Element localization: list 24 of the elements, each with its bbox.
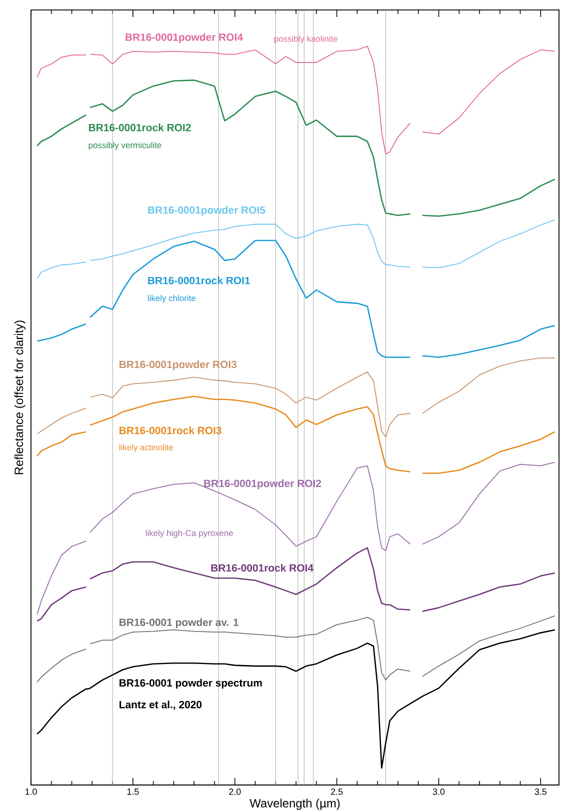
x-axis-title: Wavelength (µm) xyxy=(250,798,340,810)
series-label: BR16-0001 powder spectrum xyxy=(120,678,262,689)
series-label: BR16-0001rock ROI4 xyxy=(211,564,314,572)
series-label: BR16-0001rock ROI2 xyxy=(88,124,191,132)
annotation: possibly vermiculite xyxy=(88,142,162,150)
annotation: likely chlorite xyxy=(148,294,196,303)
series-label: BR16-0001 powder av. 1 xyxy=(120,618,239,628)
x-tick-label: 2.0 xyxy=(229,788,241,795)
y-axis-title: Reflectance (offset for clarity) xyxy=(14,320,26,474)
annotation: likely actinolite xyxy=(119,444,174,452)
text: possibly kaolinite xyxy=(274,36,338,44)
series-label: BR16-0001rock ROI1 xyxy=(148,276,250,284)
x-tick-label: 3.5 xyxy=(534,788,547,795)
x-tick-label: 2.5 xyxy=(331,788,343,795)
x-tick-label: 1.5 xyxy=(127,788,139,795)
series-label: BR16-0001powder ROI4 xyxy=(126,33,243,43)
series-label: BR16-0001rock ROI3 xyxy=(120,426,222,434)
series-label: BR16-0001powder ROI2 xyxy=(204,479,322,490)
annotation: Lantz et al., 2020 xyxy=(120,700,202,710)
x-tick-label: 3.0 xyxy=(432,788,445,795)
annotation: likely high-Ca pyroxene xyxy=(146,530,233,538)
series-label: BR16-0001powder ROI5 xyxy=(148,206,266,216)
series-label: BR16-0001powder ROI3 xyxy=(120,360,236,370)
x-tick-label: 1.0 xyxy=(25,788,37,795)
